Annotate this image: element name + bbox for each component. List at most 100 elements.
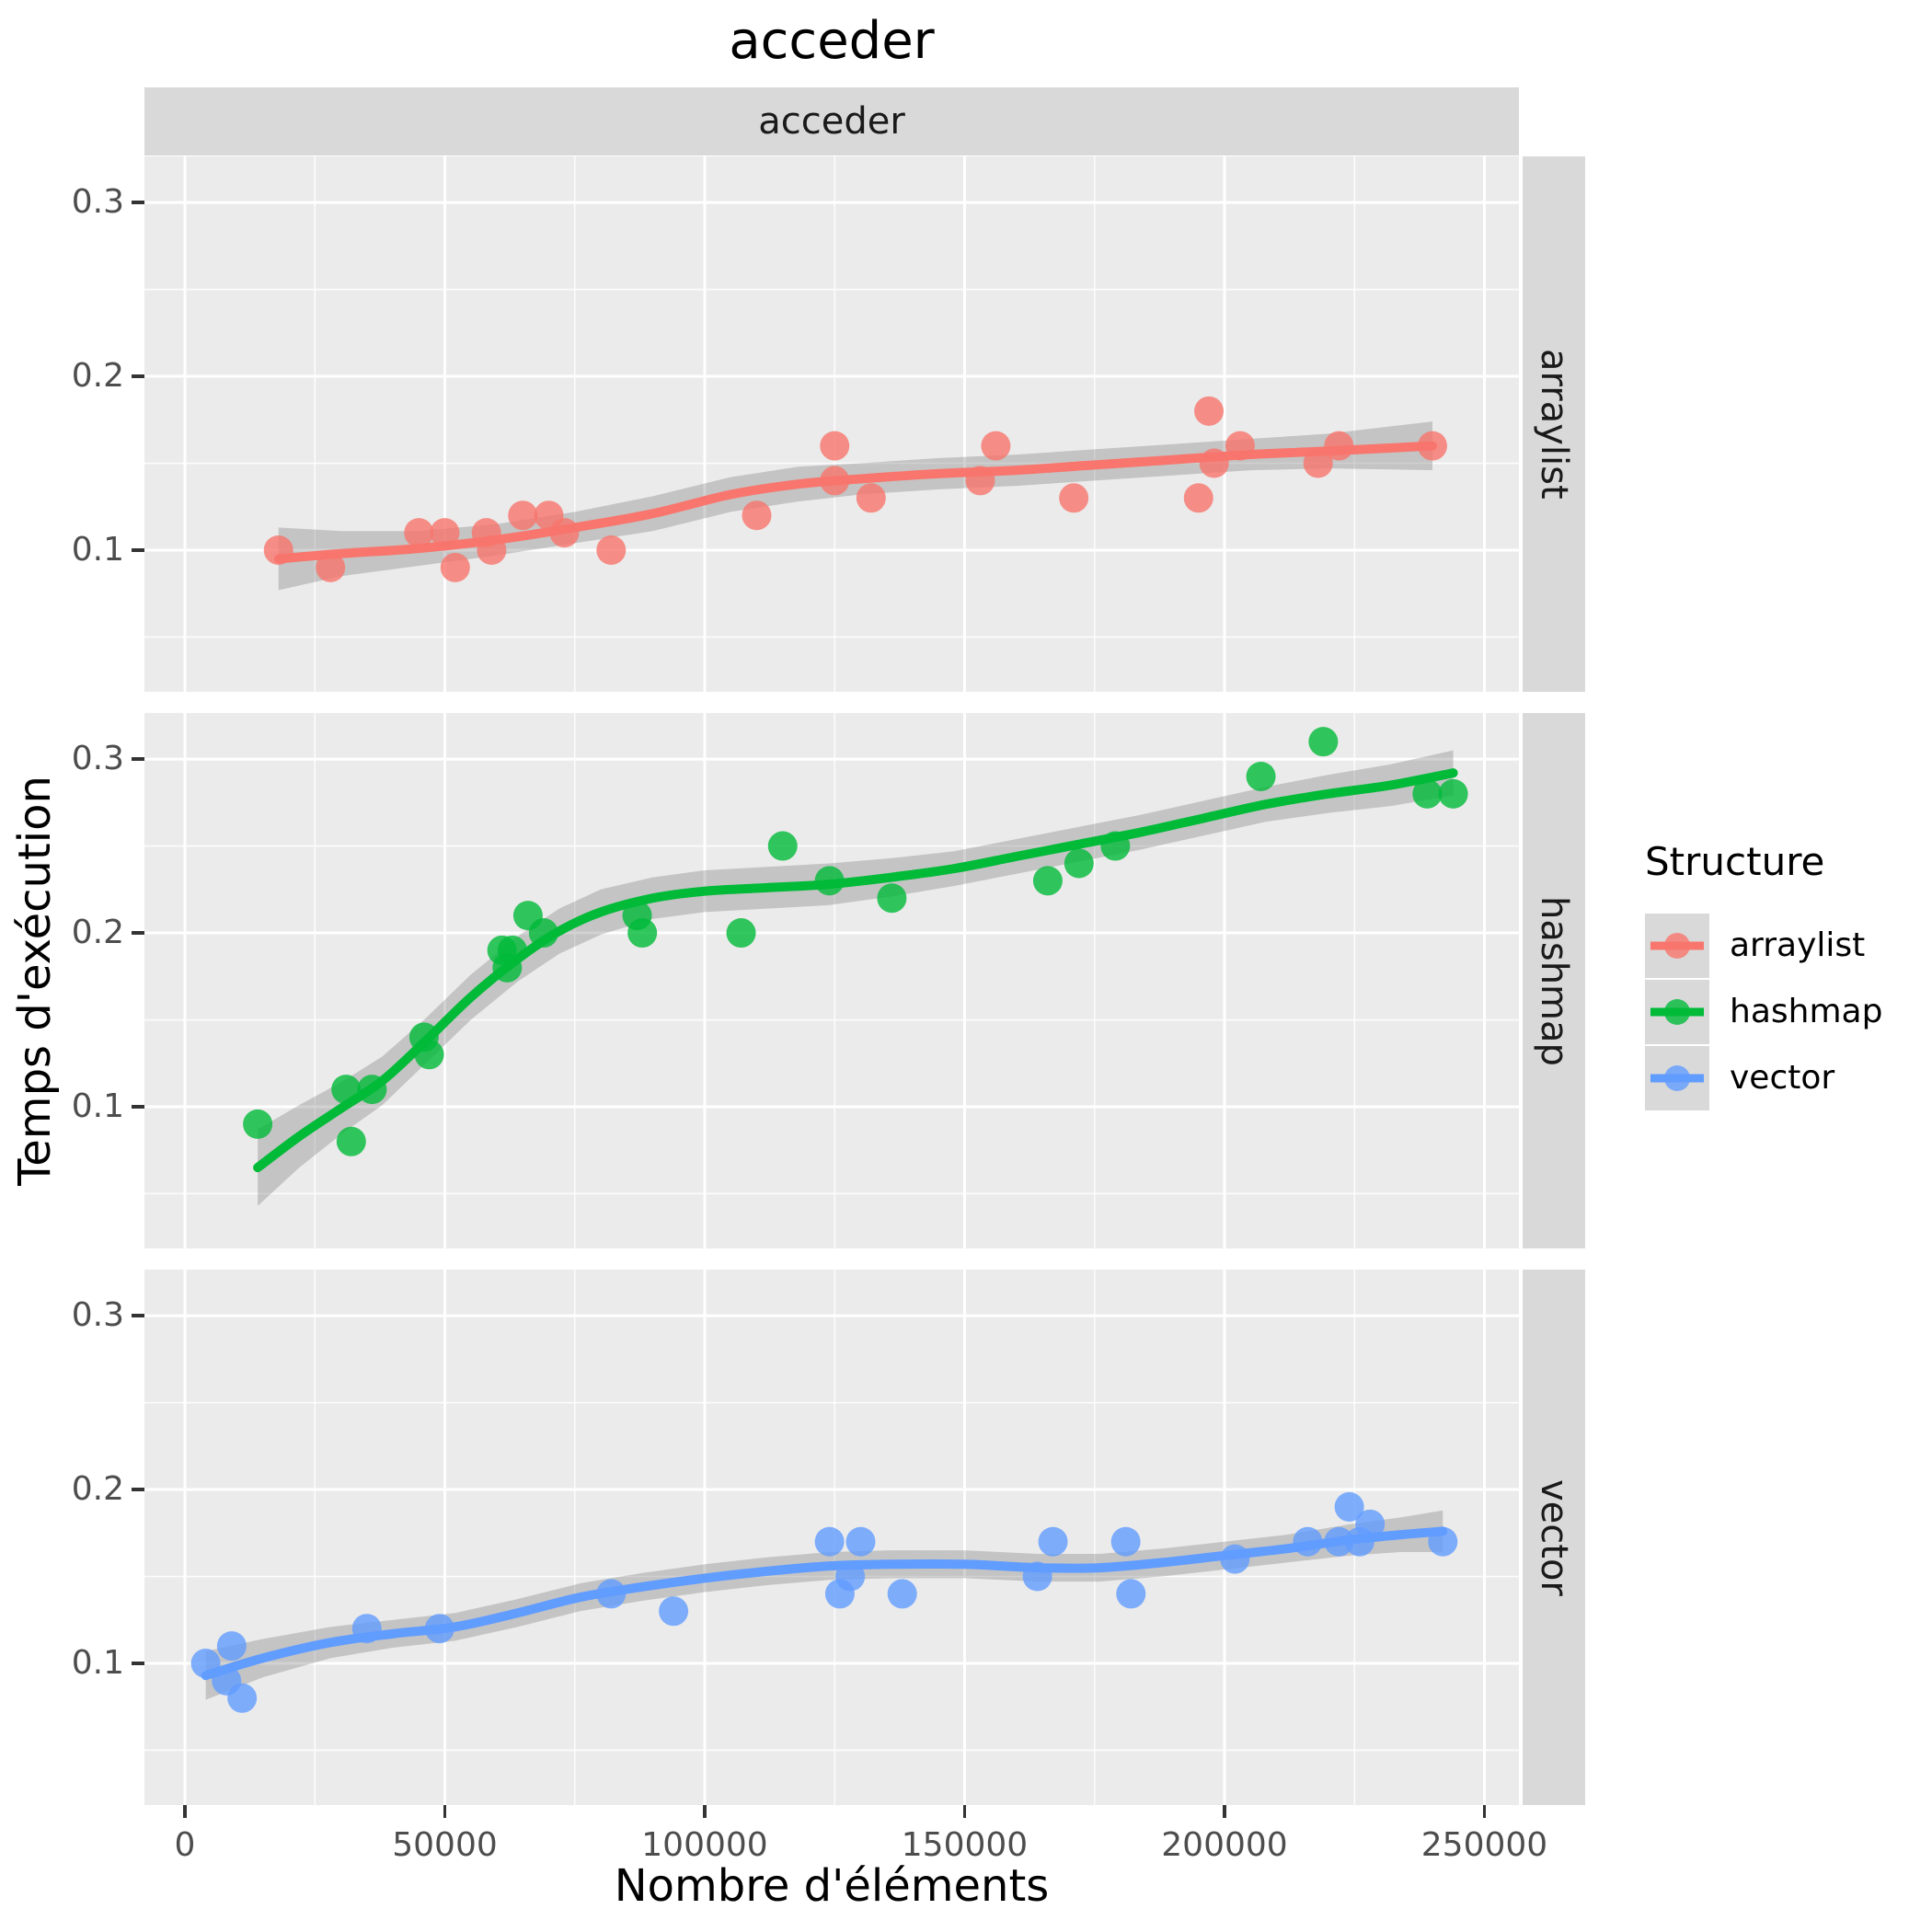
x-axis-title: Nombre d'éléments (614, 1860, 1050, 1912)
data-point-arraylist (1303, 448, 1333, 478)
data-point-arraylist (508, 500, 538, 531)
chart-title: acceder (729, 11, 935, 71)
data-point-vector (216, 1631, 247, 1662)
y-tick-mark (132, 1662, 144, 1665)
y-tick-mark (132, 757, 144, 761)
data-point-hashmap (726, 918, 756, 949)
data-point-hashmap (627, 918, 658, 949)
y-tick-mark (132, 548, 144, 552)
x-tick-mark (1482, 1805, 1487, 1818)
legend-key-arraylist-icon (1645, 914, 1709, 978)
data-point-hashmap (1412, 778, 1443, 809)
legend-label-hashmap: hashmap (1730, 993, 1883, 1030)
data-point-hashmap (814, 866, 845, 896)
y-tick-label: 0.2 (71, 357, 124, 396)
legend-item-arraylist: arraylist (1645, 914, 1930, 978)
data-point-arraylist (1059, 483, 1089, 513)
data-point-hashmap (767, 831, 798, 861)
data-point-arraylist (1194, 396, 1225, 426)
data-point-arraylist (820, 466, 850, 496)
confidence-band (258, 750, 1454, 1206)
data-point-arraylist (1199, 448, 1229, 478)
data-point-vector (887, 1579, 917, 1609)
facet-strip-vector: vector (1523, 1270, 1585, 1805)
legend-swatch-icon (1650, 1065, 1704, 1091)
y-tick-mark (132, 931, 144, 935)
data-point-vector (1038, 1526, 1068, 1557)
legend-item-vector: vector (1645, 1046, 1930, 1110)
data-point-hashmap (414, 1040, 444, 1070)
data-point-vector (1116, 1579, 1146, 1609)
y-tick-label: 0.3 (71, 183, 124, 222)
x-tick-label: 200000 (1161, 1826, 1288, 1864)
data-point-arraylist (742, 500, 772, 531)
data-point-vector (814, 1526, 845, 1557)
data-point-vector (1293, 1526, 1323, 1557)
legend-point-icon (1664, 1065, 1690, 1091)
y-tick-mark (132, 374, 144, 378)
data-point-hashmap (877, 883, 907, 914)
legend-point-icon (1664, 999, 1690, 1025)
x-tick-mark (703, 1805, 707, 1818)
data-point-vector (596, 1579, 627, 1609)
data-point-arraylist (549, 518, 580, 548)
x-tick-label: 0 (174, 1826, 196, 1864)
x-tick-mark (1223, 1805, 1226, 1818)
data-point-vector (1022, 1561, 1052, 1592)
y-tick-label: 0.2 (71, 1470, 124, 1509)
legend-key-hashmap-icon (1645, 980, 1709, 1044)
data-point-vector (1324, 1526, 1354, 1557)
data-point-hashmap (1438, 778, 1468, 809)
facet-strip-arraylist: arraylist (1523, 156, 1585, 692)
data-point-vector (835, 1561, 866, 1592)
data-point-arraylist (1183, 483, 1213, 513)
data-point-arraylist (477, 535, 507, 565)
y-tick-label: 0.3 (71, 1296, 124, 1335)
x-tick-label: 250000 (1420, 1826, 1548, 1864)
legend-swatch-icon (1650, 933, 1704, 959)
data-point-arraylist (440, 552, 470, 582)
y-tick-label: 0.3 (71, 740, 124, 778)
x-tick-mark (962, 1805, 967, 1818)
legend-item-hashmap: hashmap (1645, 980, 1930, 1044)
data-point-arraylist (1324, 431, 1354, 461)
legend-title: Structure (1645, 839, 1825, 884)
y-tick-mark (132, 1488, 144, 1491)
y-tick-mark (132, 201, 144, 204)
data-point-vector (1220, 1544, 1250, 1574)
data-point-vector (424, 1614, 454, 1644)
data-point-hashmap (497, 935, 527, 965)
y-tick-mark (132, 1105, 144, 1109)
facet-strip-vector-label: vector (1533, 1478, 1575, 1596)
data-point-arraylist (1418, 431, 1448, 461)
legend: Structure arraylist hashmap vector (1645, 839, 1930, 1112)
y-tick-label: 0.1 (71, 1643, 124, 1682)
facet-panel-hashmap (144, 713, 1519, 1248)
data-point-arraylist (820, 431, 850, 461)
facet-strip-top: acceder (144, 87, 1519, 155)
facet-strip-arraylist-label: arraylist (1533, 349, 1575, 500)
trend-line-vector (201, 1526, 1448, 1681)
data-point-hashmap (1308, 727, 1339, 757)
data-point-vector (227, 1683, 258, 1713)
x-tick-label: 100000 (641, 1826, 768, 1864)
legend-key-vector-icon (1645, 1046, 1709, 1110)
data-point-vector (1355, 1509, 1386, 1539)
facet-panel-vector (144, 1270, 1519, 1805)
data-point-arraylist (263, 535, 293, 565)
data-point-vector (351, 1614, 382, 1644)
data-point-arraylist (1225, 431, 1255, 461)
data-point-hashmap (357, 1075, 387, 1105)
legend-label-vector: vector (1730, 1059, 1835, 1097)
data-point-vector (1334, 1491, 1364, 1522)
y-tick-mark (132, 1314, 144, 1317)
data-point-vector (190, 1648, 221, 1678)
data-point-vector (1428, 1526, 1458, 1557)
data-point-arraylist (596, 535, 627, 565)
y-tick-label: 0.1 (71, 1087, 124, 1125)
data-point-arraylist (856, 483, 886, 513)
data-point-hashmap (336, 1126, 366, 1156)
data-point-hashmap (331, 1075, 362, 1105)
data-point-hashmap (1032, 866, 1063, 896)
